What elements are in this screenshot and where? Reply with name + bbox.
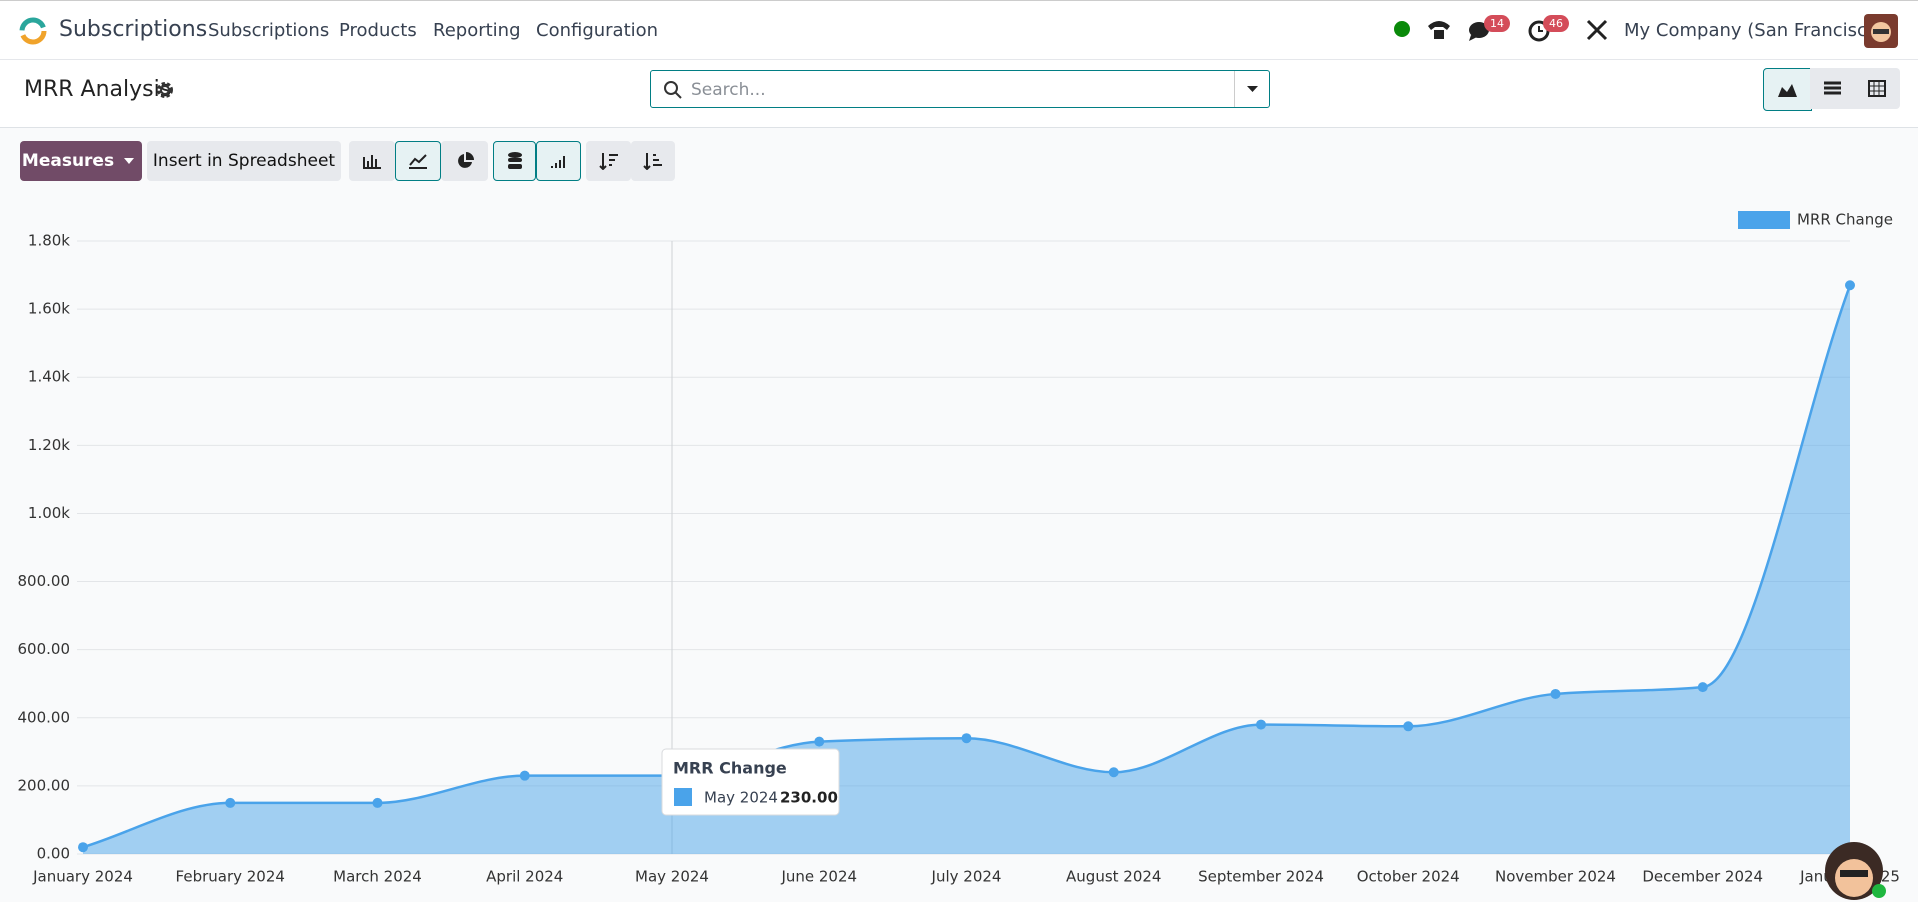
x-tick-label: October 2024 xyxy=(1357,868,1460,886)
data-point xyxy=(225,797,236,808)
data-point xyxy=(1697,682,1708,693)
data-point xyxy=(1108,767,1119,778)
data-point xyxy=(78,842,88,853)
legend-swatch xyxy=(1738,211,1790,229)
x-tick-label: February 2024 xyxy=(176,868,285,886)
menu-item[interactable]: Products xyxy=(339,20,417,41)
measures-button[interactable]: Measures xyxy=(20,141,142,181)
x-tick-label: July 2024 xyxy=(931,868,1002,886)
y-tick-label: 800.00 xyxy=(18,572,71,590)
sort-asc-button[interactable] xyxy=(631,141,675,181)
y-tick-label: 1.80k xyxy=(28,232,70,250)
avatar-skin xyxy=(1835,859,1873,897)
x-tick-label: May 2024 xyxy=(635,868,709,886)
app-name[interactable]: Subscriptions xyxy=(59,17,208,42)
y-tick-label: 1.40k xyxy=(28,368,70,386)
view-title: MRR Analysis xyxy=(24,77,172,102)
avatar-glasses xyxy=(1840,870,1868,877)
tooltip xyxy=(661,748,840,816)
tools-icon[interactable] xyxy=(1585,18,1609,42)
data-point xyxy=(1403,721,1414,732)
data-point xyxy=(519,770,530,781)
phone-icon[interactable] xyxy=(1426,18,1452,42)
search-placeholder: Search... xyxy=(691,80,766,100)
status-dot[interactable] xyxy=(1394,21,1410,37)
settings-icon[interactable] xyxy=(156,81,174,99)
search-box[interactable]: Search... xyxy=(650,70,1270,108)
insert-spreadsheet-button[interactable]: Insert in Spreadsheet xyxy=(147,141,341,181)
y-tick-label: 1.60k xyxy=(28,300,70,318)
data-point xyxy=(961,733,972,744)
tooltip-title: MRR Change xyxy=(673,759,787,778)
y-tick-label: 1.00k xyxy=(28,504,70,522)
menu-item[interactable]: Reporting xyxy=(433,20,521,41)
activity-count: 46 xyxy=(1543,15,1569,32)
x-tick-label: November 2024 xyxy=(1495,868,1616,886)
x-tick-label: April 2024 xyxy=(486,868,563,886)
company-switcher[interactable]: My Company (San Francisco) xyxy=(1624,20,1885,41)
tooltip-swatch xyxy=(674,788,692,806)
control-panel: MRR Analysis Search... xyxy=(0,60,1918,128)
user-avatar[interactable] xyxy=(1864,14,1898,48)
y-tick-label: 400.00 xyxy=(18,708,71,726)
y-tick-label: 1.20k xyxy=(28,436,70,454)
legend-label: MRR Change xyxy=(1797,211,1893,229)
data-point xyxy=(1256,719,1266,730)
measures-label: Measures xyxy=(21,151,115,171)
x-tick-label: September 2024 xyxy=(1198,868,1324,886)
x-tick-label: December 2024 xyxy=(1642,868,1763,886)
search-toggle[interactable] xyxy=(1234,71,1270,107)
pivot-view-button[interactable] xyxy=(1855,68,1900,109)
stacked-button[interactable] xyxy=(493,141,536,181)
list-view-button[interactable] xyxy=(1810,68,1855,109)
app-logo xyxy=(19,17,47,45)
navbar: Subscriptions Subscriptions Products Rep… xyxy=(0,0,1918,60)
avatar-status xyxy=(1872,884,1886,898)
assistant-avatar[interactable] xyxy=(1825,842,1886,900)
x-tick-label: August 2024 xyxy=(1066,868,1161,886)
pie-chart-button[interactable] xyxy=(441,141,488,181)
menu-item[interactable]: Subscriptions xyxy=(208,20,330,41)
line-chart-button[interactable] xyxy=(395,141,441,181)
data-point xyxy=(372,797,383,808)
graph-view-button[interactable] xyxy=(1763,68,1812,111)
message-count: 14 xyxy=(1484,15,1510,32)
y-tick-label: 200.00 xyxy=(18,776,71,794)
area-fill xyxy=(83,285,1850,854)
cumulative-button[interactable] xyxy=(536,141,581,181)
sort-desc-button[interactable] xyxy=(586,141,631,181)
bar-chart-button[interactable] xyxy=(349,141,395,181)
data-point xyxy=(814,736,825,747)
x-tick-label: March 2024 xyxy=(333,868,422,886)
y-tick-label: 600.00 xyxy=(18,640,71,658)
data-point xyxy=(1845,280,1855,291)
tooltip-category: May 2024 xyxy=(704,789,778,807)
data-point xyxy=(1550,688,1561,699)
y-tick-label: 0.00 xyxy=(37,845,70,863)
area-line xyxy=(82,284,1852,849)
x-tick-label: June 2024 xyxy=(780,868,857,886)
tooltip-value: 230.00 xyxy=(780,789,838,807)
x-tick-label: January 2024 xyxy=(32,868,133,886)
search-icon xyxy=(664,81,682,99)
menu-item[interactable]: Configuration xyxy=(536,20,659,41)
